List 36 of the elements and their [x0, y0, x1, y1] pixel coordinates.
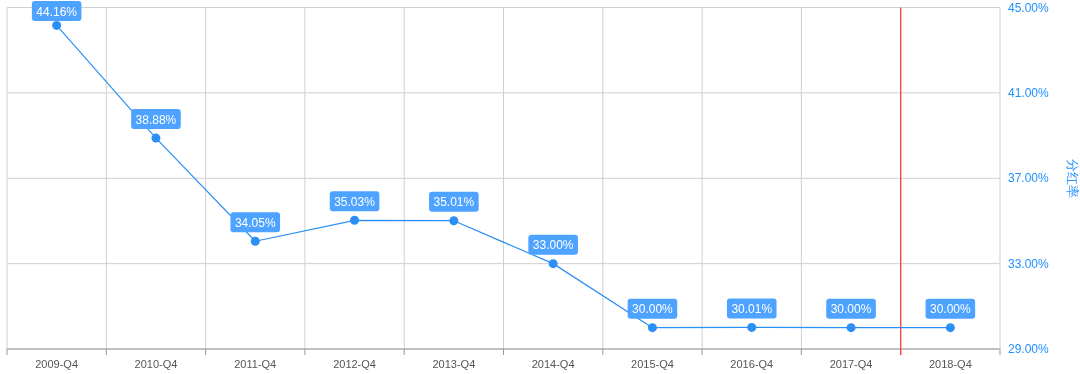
point [945, 323, 955, 333]
point [449, 216, 459, 226]
y-tick-label: 45.00% [1008, 0, 1050, 15]
x-tick-label: 2017-Q4 [829, 358, 873, 370]
x-tick-label: 2011-Q4 [234, 358, 277, 370]
point [846, 323, 856, 333]
data-label: 34.05% [234, 215, 276, 230]
data-label: 30.00% [930, 302, 972, 317]
point [350, 215, 360, 225]
x-tick-label: 2010-Q4 [134, 358, 178, 370]
data-label: 30.01% [731, 301, 773, 316]
x-tick-label: 2018-Q4 [928, 358, 972, 370]
data-label: 35.01% [433, 195, 475, 210]
x-tick-label: 2016-Q4 [730, 358, 774, 370]
data-label: 30.00% [632, 302, 674, 317]
data-label: 44.16% [36, 4, 78, 19]
x-tick-label: 2014-Q4 [531, 358, 575, 370]
data-label: 35.03% [334, 194, 376, 209]
y-axis-title: 分红率 [1065, 158, 1080, 198]
x-tick-label: 2009-Q4 [35, 358, 79, 370]
point [548, 259, 558, 269]
point [747, 322, 757, 332]
y-tick-label: 29.00% [1008, 342, 1050, 356]
y-tick-label: 41.00% [1008, 85, 1050, 100]
point [52, 20, 62, 30]
y-tick-label: 37.00% [1008, 171, 1050, 186]
point [647, 323, 657, 333]
point [151, 133, 161, 143]
data-label: 38.88% [135, 112, 177, 127]
data-label: 30.00% [830, 302, 872, 317]
x-tick-label: 2012-Q4 [333, 358, 376, 370]
x-tick-label: 2013-Q4 [432, 358, 476, 370]
data-label: 33.00% [532, 238, 574, 253]
y-tick-label: 33.00% [1008, 256, 1050, 271]
point [250, 236, 260, 246]
x-tick-label: 2015-Q4 [631, 358, 674, 370]
